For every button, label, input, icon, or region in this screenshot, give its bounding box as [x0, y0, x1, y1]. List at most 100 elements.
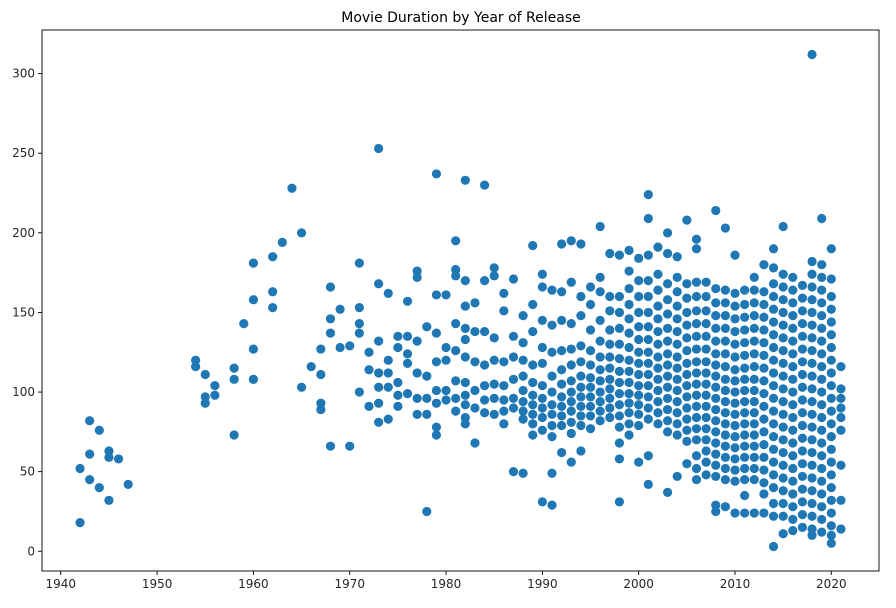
data-point: [720, 323, 730, 333]
data-point: [797, 522, 808, 532]
data-point: [104, 495, 114, 505]
data-point: [672, 471, 682, 482]
data-point: [634, 457, 644, 467]
data-point: [643, 307, 653, 318]
data-point: [711, 460, 721, 470]
data-point: [508, 374, 519, 384]
data-point: [643, 392, 653, 402]
data-point: [807, 346, 817, 356]
data-point: [778, 346, 788, 356]
data-point: [672, 326, 682, 337]
data-point: [826, 521, 836, 531]
data-point: [817, 463, 827, 474]
data-point: [817, 489, 827, 499]
data-point: [778, 221, 788, 232]
data-point: [595, 336, 605, 346]
data-point: [662, 323, 673, 333]
data-point: [788, 451, 798, 461]
data-point: [460, 412, 470, 423]
data-point: [807, 49, 817, 60]
data-point: [296, 228, 307, 238]
data-point: [797, 331, 808, 341]
data-point: [788, 412, 798, 423]
data-point: [740, 397, 750, 407]
data-point: [383, 368, 393, 378]
data-point: [817, 298, 827, 308]
y-tick-label: 50: [20, 465, 35, 479]
data-point: [691, 412, 702, 423]
data-point: [778, 295, 788, 305]
data-point: [691, 357, 702, 367]
data-point: [701, 435, 711, 445]
data-point: [605, 306, 615, 316]
data-point: [701, 446, 711, 456]
data-point: [354, 318, 364, 329]
data-point: [268, 287, 278, 297]
data-point: [749, 361, 759, 372]
data-point: [431, 290, 442, 300]
data-point: [239, 318, 249, 329]
data-point: [807, 358, 817, 368]
data-point: [826, 432, 836, 442]
data-point: [460, 334, 470, 345]
data-point: [691, 368, 702, 378]
data-point: [691, 244, 702, 254]
data-point: [316, 369, 326, 380]
data-point: [489, 393, 499, 404]
data-point: [730, 443, 740, 453]
data-point: [634, 358, 644, 368]
data-point: [537, 425, 547, 435]
data-point: [104, 446, 114, 456]
data-point: [759, 312, 769, 322]
data-point: [634, 381, 644, 391]
data-point: [614, 307, 625, 318]
data-point: [585, 411, 596, 421]
data-point: [778, 447, 788, 458]
data-point: [576, 382, 586, 392]
data-point: [547, 432, 557, 442]
data-point: [778, 435, 788, 445]
data-point: [749, 311, 759, 321]
data-point: [691, 344, 702, 354]
data-point: [614, 354, 625, 364]
data-point: [277, 237, 287, 247]
data-point: [441, 395, 451, 405]
data-point: [730, 376, 740, 386]
data-point: [653, 419, 663, 429]
data-point: [807, 422, 817, 432]
data-point: [817, 451, 827, 461]
data-point: [566, 417, 576, 427]
data-point: [701, 318, 711, 329]
data-point: [422, 506, 432, 517]
data-point: [740, 441, 750, 451]
data-point: [585, 282, 596, 292]
data-point: [345, 341, 355, 351]
data-point: [662, 295, 673, 305]
data-point: [441, 355, 451, 365]
data-point: [479, 360, 490, 370]
data-point: [711, 449, 721, 459]
data-point: [624, 389, 634, 399]
data-point: [614, 497, 625, 507]
data-point: [778, 397, 788, 407]
data-point: [605, 352, 615, 362]
data-point: [374, 143, 384, 154]
data-point: [759, 427, 769, 437]
data-point: [547, 320, 557, 330]
data-point: [412, 272, 422, 283]
data-point: [634, 369, 644, 380]
data-point: [229, 430, 239, 440]
data-point: [720, 397, 730, 407]
data-point: [557, 365, 567, 375]
data-point: [210, 381, 220, 391]
data-point: [191, 355, 201, 365]
data-point: [826, 368, 836, 378]
data-point: [566, 387, 576, 397]
data-point: [229, 374, 239, 384]
data-point: [720, 361, 730, 372]
data-point: [624, 355, 634, 365]
data-point: [402, 349, 413, 359]
data-point: [759, 414, 769, 424]
data-point: [730, 365, 740, 375]
data-point: [778, 358, 788, 368]
